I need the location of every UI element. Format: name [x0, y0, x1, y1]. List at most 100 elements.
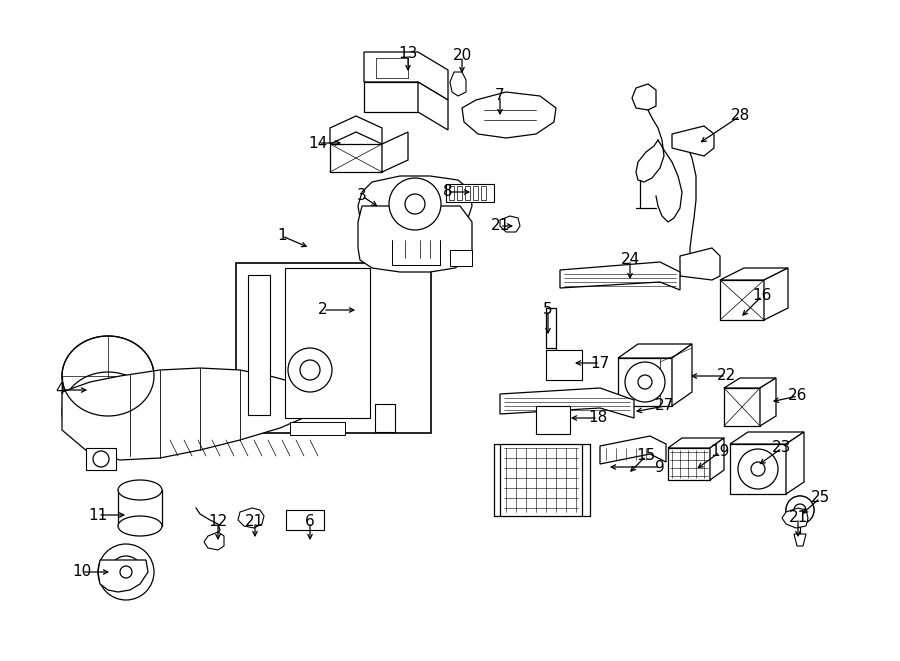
Ellipse shape: [118, 516, 162, 536]
Circle shape: [738, 449, 778, 489]
Polygon shape: [418, 82, 448, 130]
Circle shape: [288, 348, 332, 392]
Text: 18: 18: [589, 410, 608, 426]
Bar: [290, 422, 345, 435]
Text: 11: 11: [88, 508, 108, 522]
Bar: [465, 186, 470, 200]
Text: 22: 22: [716, 368, 735, 383]
Circle shape: [786, 496, 814, 524]
Text: 23: 23: [772, 440, 792, 455]
Polygon shape: [364, 52, 448, 100]
Text: 16: 16: [752, 288, 771, 303]
Bar: [449, 186, 454, 200]
Circle shape: [300, 360, 320, 380]
Polygon shape: [730, 444, 786, 494]
Bar: [446, 184, 494, 202]
Polygon shape: [358, 176, 472, 232]
Polygon shape: [358, 206, 472, 272]
Text: 17: 17: [590, 356, 609, 371]
Polygon shape: [462, 92, 556, 138]
Text: 21: 21: [788, 510, 807, 525]
Text: 2: 2: [319, 303, 328, 317]
Ellipse shape: [62, 336, 154, 416]
Polygon shape: [720, 280, 764, 320]
Bar: [375, 404, 395, 432]
Circle shape: [751, 462, 765, 476]
Polygon shape: [668, 438, 724, 448]
Bar: [286, 510, 324, 530]
Polygon shape: [724, 378, 776, 388]
Bar: [473, 186, 478, 200]
Polygon shape: [62, 368, 316, 460]
Circle shape: [93, 451, 109, 467]
Bar: [500, 444, 582, 516]
Text: 6: 6: [305, 514, 315, 529]
Polygon shape: [668, 448, 710, 480]
Text: 25: 25: [810, 490, 830, 506]
Polygon shape: [764, 268, 788, 320]
Bar: [450, 250, 472, 266]
Polygon shape: [204, 532, 224, 550]
Text: 4: 4: [55, 383, 65, 397]
Polygon shape: [730, 432, 804, 444]
Circle shape: [625, 362, 665, 402]
Polygon shape: [760, 378, 776, 426]
Polygon shape: [680, 248, 720, 280]
Text: 12: 12: [209, 514, 228, 529]
Polygon shape: [794, 534, 806, 546]
Text: 15: 15: [636, 449, 655, 463]
Polygon shape: [285, 268, 370, 418]
Polygon shape: [672, 126, 714, 156]
Text: 19: 19: [710, 444, 730, 459]
Text: 8: 8: [443, 184, 453, 200]
Circle shape: [405, 194, 425, 214]
Polygon shape: [238, 508, 264, 528]
Circle shape: [638, 375, 652, 389]
Polygon shape: [500, 388, 634, 418]
Circle shape: [786, 496, 814, 524]
Text: 10: 10: [72, 564, 92, 580]
Polygon shape: [248, 275, 270, 415]
Text: 1: 1: [277, 229, 287, 243]
Text: 3: 3: [357, 188, 367, 204]
Text: 7: 7: [495, 89, 505, 104]
Polygon shape: [632, 84, 656, 110]
Bar: [457, 186, 462, 200]
Polygon shape: [786, 432, 804, 494]
Polygon shape: [450, 72, 466, 96]
Polygon shape: [618, 358, 672, 406]
Polygon shape: [560, 262, 680, 290]
Polygon shape: [782, 508, 808, 528]
Polygon shape: [364, 82, 418, 112]
Polygon shape: [724, 388, 760, 426]
Polygon shape: [618, 344, 692, 358]
Ellipse shape: [62, 372, 154, 452]
Polygon shape: [672, 344, 692, 406]
Polygon shape: [600, 436, 666, 464]
Bar: [546, 350, 582, 380]
Polygon shape: [330, 144, 382, 172]
Polygon shape: [382, 132, 408, 172]
Text: 26: 26: [788, 389, 807, 403]
Text: 14: 14: [309, 136, 328, 151]
Circle shape: [120, 566, 132, 578]
Polygon shape: [500, 216, 520, 232]
Bar: [236, 263, 431, 433]
Ellipse shape: [118, 480, 162, 500]
Polygon shape: [710, 438, 724, 480]
Text: 21: 21: [491, 219, 509, 233]
Circle shape: [110, 556, 142, 588]
Text: 9: 9: [655, 459, 665, 475]
Text: 20: 20: [453, 48, 472, 63]
Text: 24: 24: [620, 253, 640, 268]
Text: 28: 28: [731, 108, 750, 124]
Bar: [481, 186, 486, 200]
Text: 21: 21: [246, 514, 265, 529]
Circle shape: [794, 504, 806, 516]
Bar: [86, 448, 116, 470]
Circle shape: [389, 178, 441, 230]
Bar: [536, 406, 570, 434]
Polygon shape: [330, 116, 382, 144]
Text: 13: 13: [399, 46, 418, 61]
Text: 27: 27: [655, 399, 675, 414]
